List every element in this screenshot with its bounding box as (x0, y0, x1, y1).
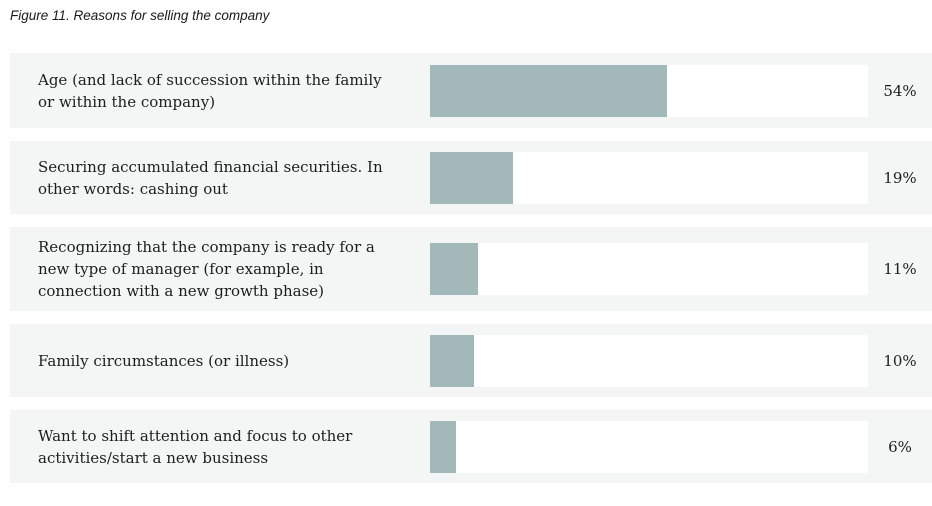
chart-row: Age (and lack of succession within the f… (10, 53, 932, 128)
value-label: 54% (883, 81, 917, 100)
category-label: Recognizing that the company is ready fo… (38, 238, 375, 300)
figure-title: Figure 11. Reasons for selling the compa… (10, 8, 270, 23)
chart-row: Securing accumulated financial securitie… (10, 141, 932, 214)
bar-track (430, 243, 868, 295)
chart-row: Want to shift attention and focus to oth… (10, 410, 932, 483)
bar-fill (430, 334, 474, 387)
value-label: 6% (888, 437, 912, 456)
chart-row: Family circumstances (or illness) 10% (10, 324, 932, 397)
bar-chart: Age (and lack of succession within the f… (10, 53, 932, 496)
bar-fill (430, 151, 514, 204)
bar-track (430, 420, 868, 473)
bar-track (430, 64, 868, 117)
value-label: 10% (883, 351, 917, 370)
bar-fill (430, 64, 667, 117)
bar-track (430, 334, 868, 387)
bar-fill (430, 243, 479, 295)
chart-row: Recognizing that the company is ready fo… (10, 227, 932, 311)
category-label: Age (and lack of succession within the f… (38, 70, 382, 111)
category-label: Securing accumulated financial securitie… (38, 157, 383, 198)
bar-fill (430, 420, 457, 473)
value-label: 11% (883, 260, 917, 278)
bar-track (430, 151, 868, 204)
value-label: 19% (883, 168, 917, 187)
category-label: Want to shift attention and focus to oth… (38, 426, 353, 467)
category-label: Family circumstances (or illness) (38, 351, 290, 370)
